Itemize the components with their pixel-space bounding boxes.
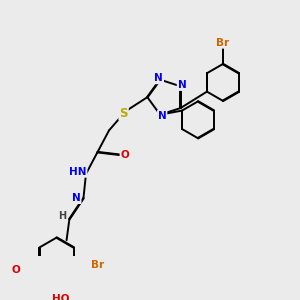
Text: H: H	[58, 211, 66, 221]
Text: Br: Br	[91, 260, 104, 270]
Text: O: O	[12, 265, 21, 275]
Text: N: N	[72, 193, 81, 203]
Text: HO: HO	[52, 294, 69, 300]
Text: N: N	[158, 111, 167, 121]
Text: N: N	[178, 80, 186, 90]
Text: HN: HN	[69, 167, 87, 177]
Text: N: N	[154, 74, 163, 83]
Text: S: S	[119, 107, 128, 120]
Text: Br: Br	[216, 38, 230, 48]
Text: O: O	[121, 150, 129, 160]
